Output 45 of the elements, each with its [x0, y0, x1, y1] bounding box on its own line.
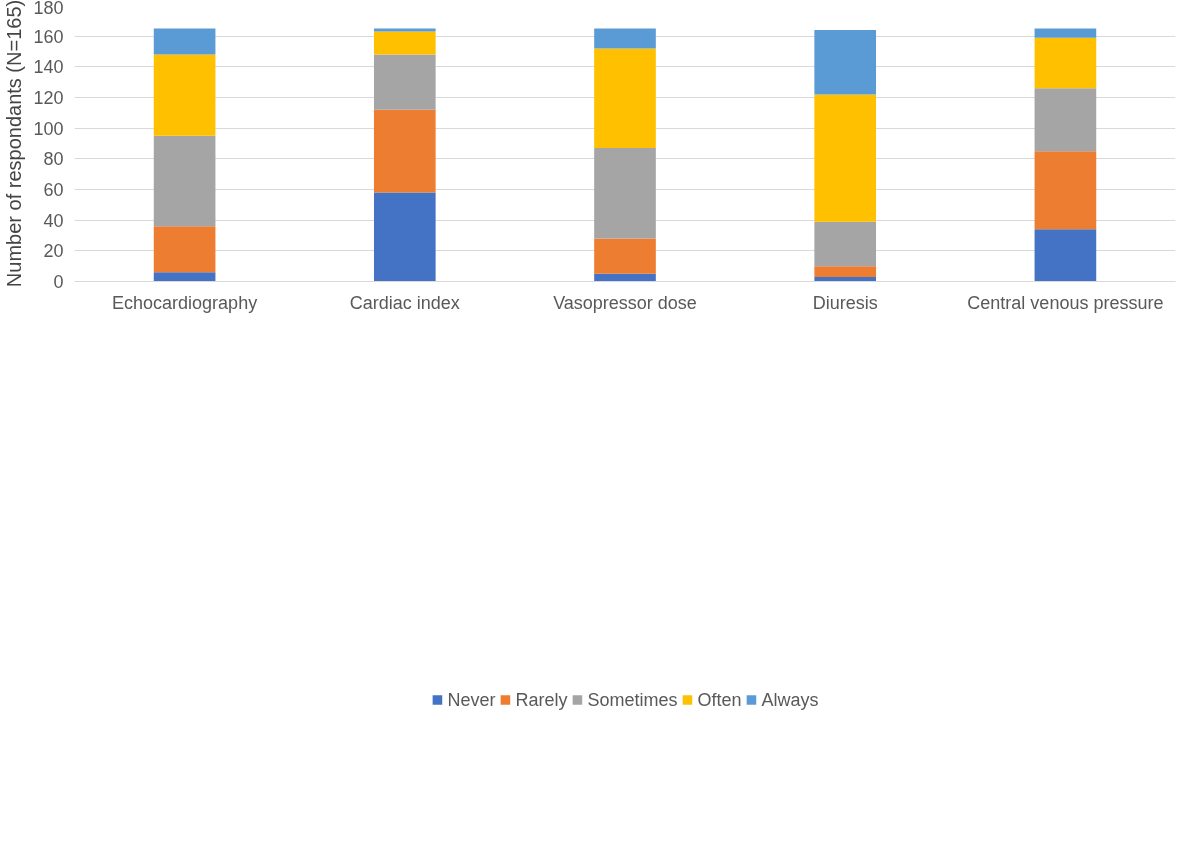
- x-tick-label: Echocardiography: [112, 292, 258, 313]
- bar: [373, 192, 436, 282]
- bar: [1034, 151, 1097, 230]
- bar: [153, 28, 216, 55]
- y-tick-label: 180: [33, 0, 64, 18]
- bar: [814, 30, 877, 95]
- y-tick-label: 100: [33, 118, 64, 139]
- bar: [373, 109, 436, 193]
- bar: [373, 54, 436, 110]
- bar: [814, 94, 877, 222]
- y-axis-title: Number of respondants (N=165): [3, 0, 26, 288]
- y-tick-label: 60: [43, 180, 64, 200]
- x-tick-label: Diuresis: [812, 292, 878, 313]
- x-tick-label: Vasopressor dose: [553, 292, 697, 313]
- bar: [1034, 229, 1097, 282]
- bar: [153, 226, 216, 273]
- y-tick-label: 0: [53, 272, 64, 292]
- y-tick-label: 160: [33, 26, 64, 47]
- bar: [153, 135, 216, 227]
- bar: [1034, 28, 1097, 38]
- legend-label: Sometimes: [587, 689, 678, 711]
- bar: [373, 28, 436, 32]
- bar: [153, 272, 216, 282]
- legend-label: Often: [697, 689, 742, 711]
- bar: [594, 28, 656, 49]
- legend-label: Always: [761, 689, 819, 711]
- y-tick-label: 20: [43, 241, 64, 262]
- y-tick-label: 140: [33, 57, 64, 78]
- legend-label: Never: [447, 689, 496, 711]
- bar: [373, 31, 436, 55]
- bar: [153, 54, 216, 136]
- legend-label: Rarely: [515, 689, 568, 711]
- x-tick-label: Central venous pressure: [967, 292, 1164, 313]
- bar: [814, 221, 877, 267]
- bar: [594, 48, 656, 149]
- x-tick-label: Cardiac index: [349, 292, 460, 313]
- bar: [814, 266, 877, 277]
- bar: [594, 238, 656, 274]
- y-tick-label: 40: [43, 210, 64, 231]
- y-tick-label: 80: [43, 149, 64, 170]
- bar: [1034, 88, 1097, 152]
- bar: [594, 273, 656, 282]
- bar: [594, 148, 656, 239]
- bar: [1034, 37, 1097, 89]
- y-tick-label: 120: [33, 88, 64, 108]
